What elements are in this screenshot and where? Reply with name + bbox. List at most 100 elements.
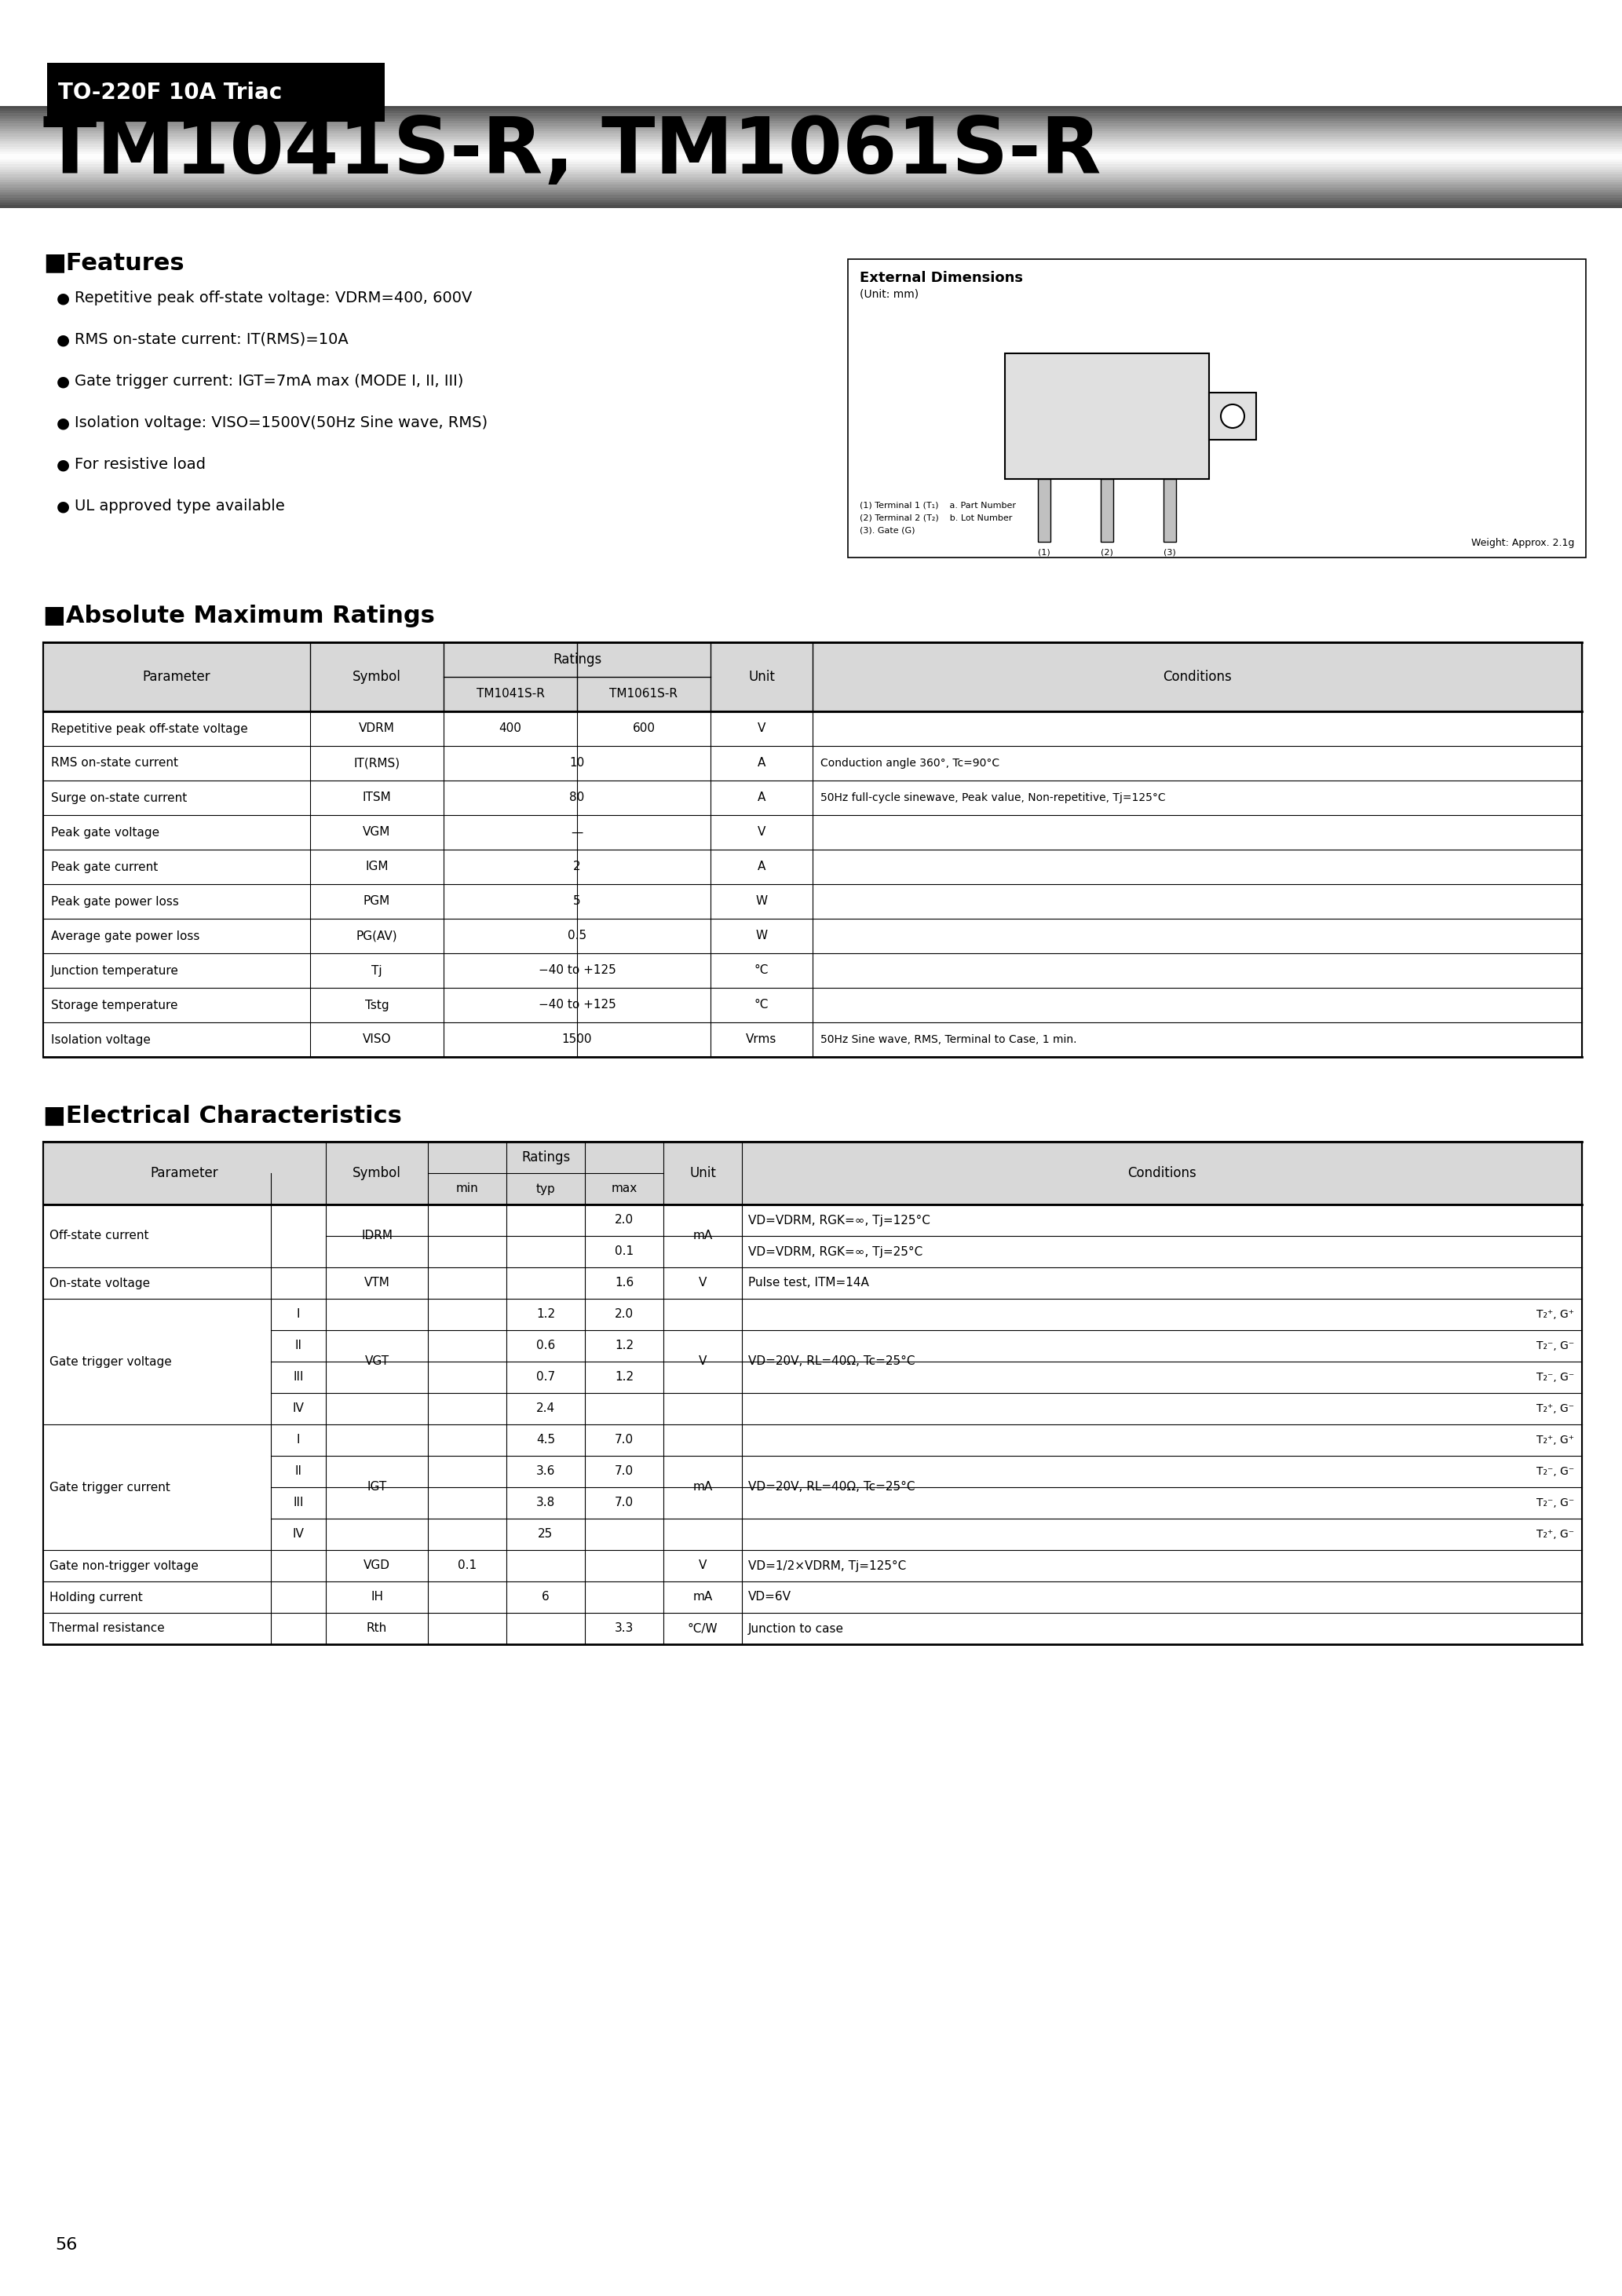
Text: 6: 6 [542, 1591, 550, 1603]
Text: 0.1: 0.1 [615, 1247, 634, 1258]
Text: 50Hz Sine wave, RMS, Terminal to Case, 1 min.: 50Hz Sine wave, RMS, Terminal to Case, 1… [821, 1033, 1077, 1045]
Bar [443, 643, 710, 677]
Bar [1038, 480, 1051, 542]
Circle shape [1221, 404, 1244, 427]
Text: Thermal resistance: Thermal resistance [49, 1623, 165, 1635]
Bar [0, 181, 1622, 186]
Text: ●: ● [57, 457, 70, 473]
Bar [0, 145, 1622, 147]
Text: II: II [295, 1341, 302, 1352]
Text: Symbol: Symbol [352, 1166, 401, 1180]
Bar [0, 138, 1622, 142]
Text: VGD: VGD [363, 1559, 391, 1573]
Text: PGM: PGM [363, 895, 391, 907]
Bar [848, 259, 1586, 558]
Text: IH: IH [370, 1591, 383, 1603]
Text: mA: mA [693, 1231, 712, 1242]
Bar [0, 179, 1622, 184]
Bar [1163, 480, 1176, 542]
Text: Gate non-trigger voltage: Gate non-trigger voltage [49, 1559, 198, 1573]
Bar [0, 108, 1622, 110]
Text: PG(AV): PG(AV) [357, 930, 397, 941]
Bar [0, 119, 1622, 122]
Text: W: W [756, 930, 767, 941]
Text: Isolation voltage: VISO=1500V(50Hz Sine wave, RMS): Isolation voltage: VISO=1500V(50Hz Sine … [75, 416, 488, 429]
Text: TO-220F 10A Triac: TO-220F 10A Triac [58, 83, 282, 103]
Text: Ratings: Ratings [553, 652, 602, 666]
Text: III: III [294, 1371, 303, 1382]
Bar [0, 195, 1622, 197]
Text: I: I [297, 1435, 300, 1446]
Text: VD=1/2×VDRM, Tj=125°C: VD=1/2×VDRM, Tj=125°C [748, 1559, 907, 1573]
Text: Conduction angle 360°, Tc=90°C: Conduction angle 360°, Tc=90°C [821, 758, 999, 769]
Text: VD=20V, RL=40Ω, Tc=25°C: VD=20V, RL=40Ω, Tc=25°C [748, 1355, 915, 1368]
Text: 56: 56 [55, 2236, 78, 2252]
Bar [1101, 480, 1113, 542]
Bar [0, 172, 1622, 174]
Text: VD=VDRM, RGK=∞, Tj=25°C: VD=VDRM, RGK=∞, Tj=25°C [748, 1247, 923, 1258]
Text: Gate trigger current: IGT=7mA max (MODE I, II, III): Gate trigger current: IGT=7mA max (MODE … [75, 374, 464, 388]
Text: 0.7: 0.7 [537, 1371, 555, 1382]
Text: 3.3: 3.3 [615, 1623, 634, 1635]
Text: VGM: VGM [363, 827, 391, 838]
Text: II: II [295, 1465, 302, 1476]
Text: °C/W: °C/W [688, 1623, 719, 1635]
Text: 80: 80 [569, 792, 584, 804]
Text: A: A [757, 792, 766, 804]
Text: IT(RMS): IT(RMS) [354, 758, 401, 769]
Text: 2.0: 2.0 [615, 1215, 634, 1226]
Text: III: III [294, 1497, 303, 1508]
Text: Parameter: Parameter [143, 670, 211, 684]
Text: 1.2: 1.2 [615, 1371, 634, 1382]
Text: mA: mA [693, 1591, 712, 1603]
Text: max: max [611, 1182, 637, 1194]
Text: Average gate power loss: Average gate power loss [50, 930, 200, 941]
Text: 3.8: 3.8 [537, 1497, 555, 1508]
Text: 400: 400 [500, 723, 522, 735]
Text: (3). Gate (G): (3). Gate (G) [860, 526, 915, 535]
Bar [0, 156, 1622, 161]
Text: V: V [757, 723, 766, 735]
Text: Conditions: Conditions [1163, 670, 1231, 684]
Text: TM1041S-R: TM1041S-R [477, 689, 545, 700]
Bar [0, 161, 1622, 165]
Text: 4.5: 4.5 [537, 1435, 555, 1446]
Text: 25: 25 [539, 1529, 553, 1541]
Text: T₂⁻, G⁻: T₂⁻, G⁻ [1536, 1467, 1573, 1476]
Text: RMS on-state current: RMS on-state current [50, 758, 178, 769]
Text: Peak gate power loss: Peak gate power loss [50, 895, 178, 907]
Text: T₂⁻, G⁻: T₂⁻, G⁻ [1536, 1341, 1573, 1352]
Text: —: — [571, 827, 582, 838]
Text: Peak gate voltage: Peak gate voltage [50, 827, 159, 838]
Text: mA: mA [693, 1481, 712, 1492]
Bar [0, 193, 1622, 195]
Text: 600: 600 [633, 723, 655, 735]
Text: A: A [757, 861, 766, 872]
Text: ●: ● [57, 374, 70, 388]
Text: For resistive load: For resistive load [75, 457, 206, 473]
Text: 7.0: 7.0 [615, 1465, 634, 1476]
Text: Repetitive peak off-state voltage: Repetitive peak off-state voltage [50, 723, 248, 735]
Text: min: min [456, 1182, 478, 1194]
Text: Vrms: Vrms [746, 1033, 777, 1045]
Text: VISO: VISO [362, 1033, 391, 1045]
Bar [0, 110, 1622, 115]
Bar [1208, 393, 1255, 441]
Text: ●: ● [57, 498, 70, 514]
Bar [0, 142, 1622, 145]
Bar [0, 202, 1622, 207]
Bar [0, 168, 1622, 170]
Text: IV: IV [292, 1403, 305, 1414]
Text: W: W [756, 895, 767, 907]
Text: Tstg: Tstg [365, 999, 389, 1010]
Text: (Unit: mm): (Unit: mm) [860, 289, 918, 301]
Bar [0, 147, 1622, 149]
Text: 1.2: 1.2 [537, 1309, 555, 1320]
Text: A: A [757, 758, 766, 769]
Text: 7.0: 7.0 [615, 1435, 634, 1446]
Text: T₂⁺, G⁻: T₂⁺, G⁻ [1536, 1403, 1573, 1414]
Text: Symbol: Symbol [352, 670, 401, 684]
Bar [0, 135, 1622, 140]
Text: Peak gate current: Peak gate current [50, 861, 157, 872]
Text: VDRM: VDRM [358, 723, 394, 735]
